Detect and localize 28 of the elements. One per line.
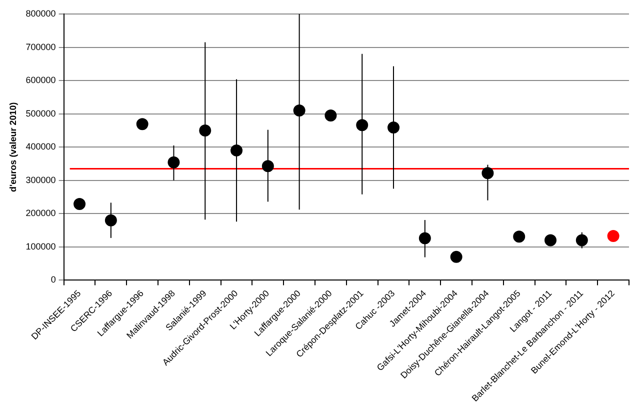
point	[418, 232, 431, 244]
y-tick-label: 100000	[26, 241, 56, 252]
point	[168, 156, 180, 168]
point	[544, 234, 557, 246]
point	[388, 121, 400, 134]
point	[104, 214, 117, 226]
point	[199, 124, 212, 136]
y-tick-label: 400000	[26, 142, 56, 152]
point	[607, 230, 620, 242]
point	[356, 119, 368, 132]
point	[576, 234, 588, 246]
y-tick-label: 600000	[26, 75, 56, 86]
point	[450, 250, 462, 263]
y-axis-title: d'euros (valeur 2010)	[8, 102, 18, 192]
y-tick-label: 700000	[26, 42, 56, 52]
point	[262, 160, 274, 172]
y-tick-label: 0	[50, 274, 56, 285]
point	[482, 167, 494, 180]
y-tick-label: 200000	[26, 208, 56, 218]
y-tick-label: 300000	[26, 174, 56, 185]
point	[136, 118, 148, 130]
point	[324, 110, 337, 122]
point	[293, 104, 306, 117]
point	[513, 230, 526, 243]
point	[74, 198, 86, 210]
point	[230, 144, 243, 156]
y-tick-label: 800000	[26, 8, 56, 18]
y-tick-label: 500000	[26, 108, 56, 118]
